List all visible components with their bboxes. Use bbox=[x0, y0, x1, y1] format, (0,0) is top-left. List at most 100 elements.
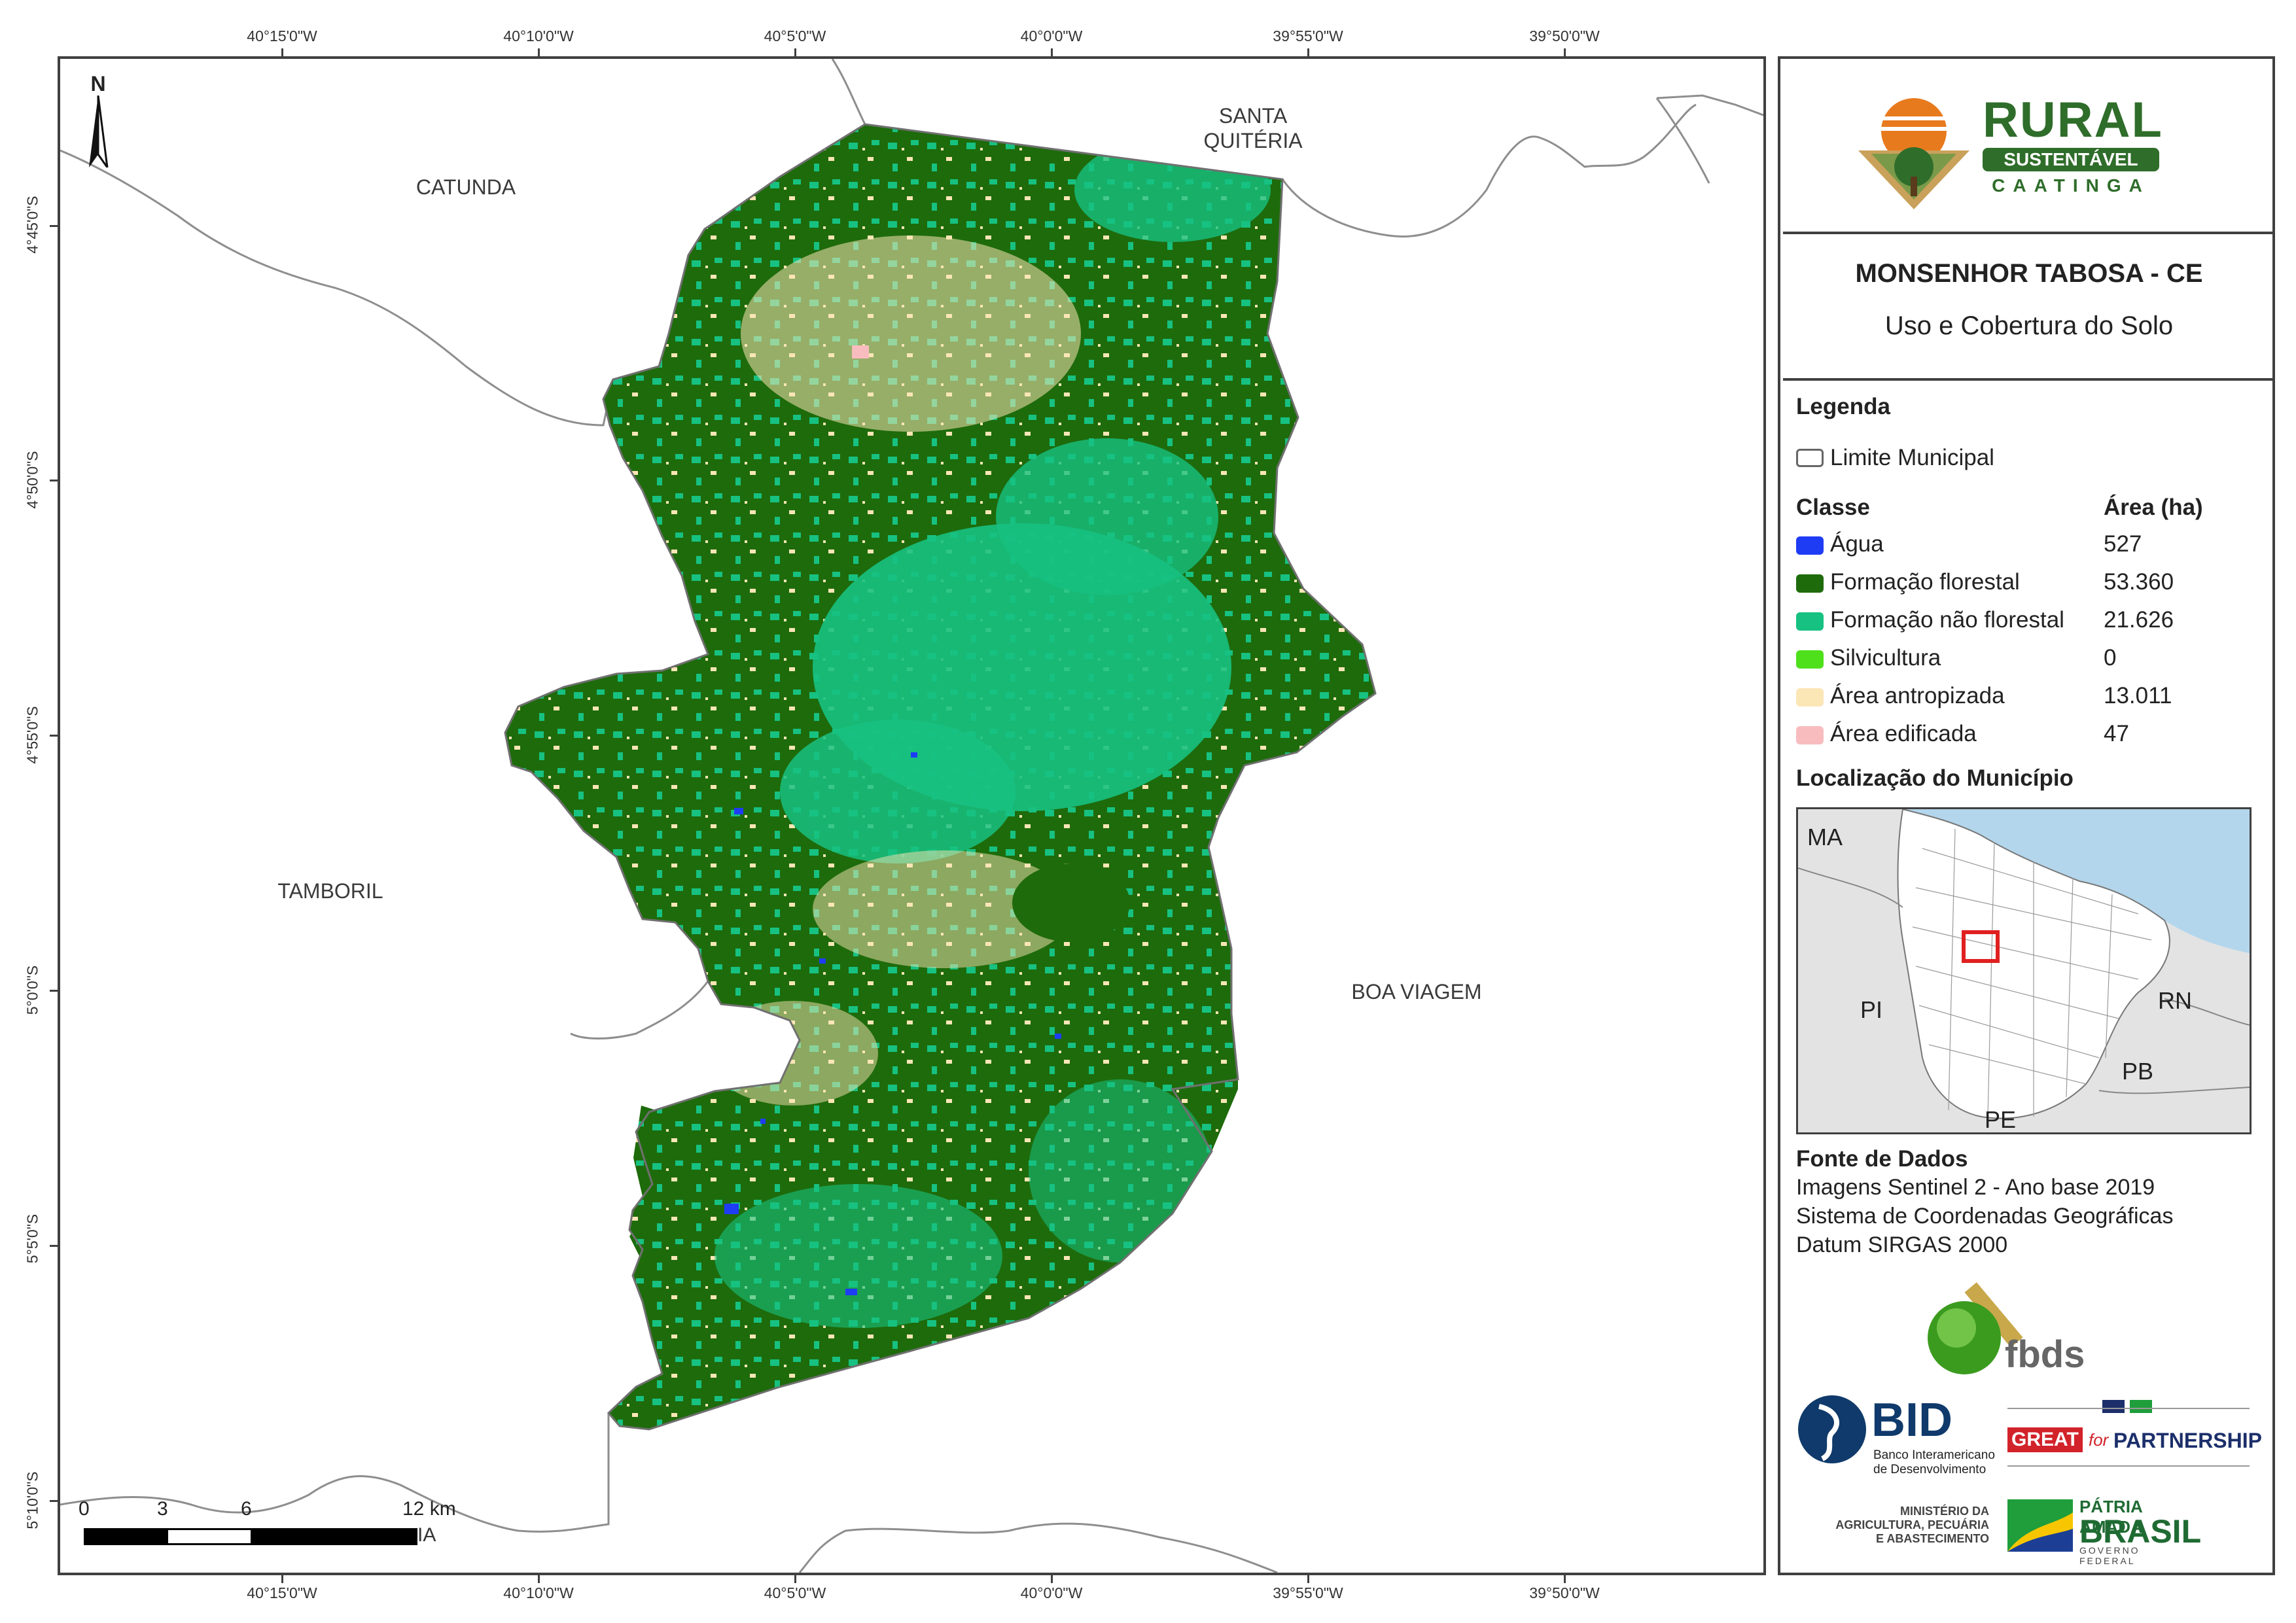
class-label: Formação não florestal bbox=[1830, 607, 2064, 633]
great-text: GREAT bbox=[2007, 1427, 2083, 1452]
lon-label-top: 40°15'0"W bbox=[247, 27, 317, 44]
place-santa-quiteria: SANTA QUITÉRIA bbox=[1188, 103, 1318, 153]
bid-sub-1: Banco Interamericano bbox=[1873, 1448, 1995, 1462]
logo-sustentavel: SUSTENTÁVEL bbox=[1983, 148, 2159, 171]
area-heading: Área (ha) bbox=[2104, 495, 2203, 520]
lon-label-top: 40°10'0"W bbox=[503, 27, 574, 44]
scale-bar: 0 3 6 12 km IA bbox=[79, 1498, 471, 1550]
lat-label: 4°55'0"S bbox=[24, 706, 41, 764]
lon-label-bottom: 40°5'0"W bbox=[764, 1584, 826, 1601]
lat-label: 4°45'0"S bbox=[24, 196, 41, 254]
class-label: Formação florestal bbox=[1830, 569, 2020, 595]
ministerio-text: MINISTÉRIO DA AGRICULTURA, PECUÁRIA E AB… bbox=[1819, 1505, 1989, 1546]
land-cover-raster bbox=[505, 124, 1375, 1429]
lon-label-bottom: 39°50'0"W bbox=[1529, 1584, 1600, 1601]
great-for: for bbox=[2089, 1430, 2109, 1450]
place-santa-quiteria-line2: QUITÉRIA bbox=[1203, 129, 1303, 152]
logo-caatinga: CAATINGA bbox=[1992, 175, 2150, 196]
scale-seg bbox=[86, 1530, 168, 1543]
side-panel bbox=[1778, 56, 2275, 1575]
class-area: 53.360 bbox=[2104, 569, 2174, 595]
fbds-logo: fbds bbox=[1924, 1272, 2094, 1377]
lon-label-bottom: 39°55'0"W bbox=[1273, 1584, 1343, 1601]
source-line: Sistema de Coordenadas Geográficas bbox=[1796, 1204, 2174, 1229]
rural-sustentavel-logo: RURAL SUSTENTÁVEL CAATINGA bbox=[1858, 92, 2199, 209]
class-heading: Classe bbox=[1796, 495, 1870, 520]
great-partnership-text: PARTNERSHIP bbox=[2113, 1429, 2262, 1452]
municipal-boundary bbox=[504, 123, 1377, 1431]
scale-label-12: 12 km bbox=[402, 1498, 456, 1520]
brasil-flag-icon bbox=[2007, 1499, 2073, 1552]
map-title: MONSENHOR TABOSA - CE bbox=[1855, 259, 2203, 288]
bid-logo: BID Banco Interamericano de Desenvolvime… bbox=[1796, 1393, 2005, 1478]
place-catunda: CATUNDA bbox=[415, 175, 516, 199]
inset-svg bbox=[1798, 809, 2250, 1119]
north-arrow-icon bbox=[89, 96, 109, 167]
lat-label: 5°10'0"S bbox=[24, 1471, 41, 1529]
logo-emblem-icon bbox=[1858, 98, 1969, 209]
map-frame bbox=[58, 56, 1766, 1575]
inset-label-pe: PE bbox=[1985, 1106, 2017, 1133]
lat-label: 5°5'0"S bbox=[24, 1213, 41, 1264]
bid-sub-2: de Desenvolvimento bbox=[1873, 1463, 1987, 1476]
boundary-swatch bbox=[1796, 449, 1824, 467]
scale-label-3: 3 bbox=[157, 1498, 168, 1520]
lon-label-top: 40°0'0"W bbox=[1020, 27, 1083, 44]
source-line: Imagens Sentinel 2 - Ano base 2019 bbox=[1796, 1175, 2155, 1200]
class-label: Área edificada bbox=[1830, 721, 1977, 746]
legend-heading: Legenda bbox=[1796, 394, 1890, 419]
lon-label-top: 39°55'0"W bbox=[1273, 27, 1343, 44]
class-area: 47 bbox=[2104, 721, 2129, 746]
governo-text: GOVERNO FEDERAL bbox=[2079, 1545, 2140, 1566]
map-subtitle: Uso e Cobertura do Solo bbox=[1884, 311, 2174, 340]
lon-label-top: 40°5'0"W bbox=[764, 27, 826, 44]
lon-label-bottom: 40°10'0"W bbox=[503, 1584, 574, 1601]
class-area: 21.626 bbox=[2104, 607, 2174, 633]
lat-label: 5°0'0"S bbox=[24, 965, 41, 1015]
place-santa-quiteria-line1: SANTA bbox=[1218, 104, 1288, 128]
logo-rural: RURAL bbox=[1983, 92, 2163, 148]
lon-label-top: 39°50'0"W bbox=[1529, 27, 1600, 44]
lon-label-bottom: 40°15'0"W bbox=[247, 1584, 317, 1601]
fbds-emblem-icon bbox=[1928, 1282, 2023, 1374]
flags-icon bbox=[2102, 1400, 2155, 1413]
inset-label-rn: RN bbox=[2158, 987, 2192, 1014]
place-tamboril: TAMBORIL bbox=[277, 879, 383, 903]
patria-text: PÁTRIA AMADA bbox=[2079, 1497, 2143, 1537]
location-inset-map: MA PI RN PB PE bbox=[1796, 807, 2252, 1134]
scale-label-6: 6 bbox=[241, 1498, 252, 1520]
inset-label-ma: MA bbox=[1807, 824, 1843, 850]
north-arrow: N bbox=[72, 72, 124, 167]
swatch-silvicultura bbox=[1796, 650, 1824, 669]
fbds-text: fbds bbox=[2005, 1333, 2085, 1376]
class-area: 13.011 bbox=[2104, 683, 2172, 708]
great-partnership-logo: GREAT for PARTNERSHIP bbox=[2007, 1400, 2262, 1472]
brasil-text: BRASIL bbox=[2079, 1513, 2202, 1550]
scale-label-0: 0 bbox=[79, 1498, 90, 1520]
neighbour-boundaries bbox=[60, 59, 1763, 1573]
north-letter: N bbox=[90, 72, 106, 96]
class-area: 527 bbox=[2104, 531, 2142, 557]
swatch-area-antropizada bbox=[1796, 688, 1824, 707]
class-area: 0 bbox=[2104, 645, 2117, 671]
location-heading: Localização do Município bbox=[1796, 765, 2074, 791]
class-label: Água bbox=[1830, 531, 1884, 557]
map-canvas bbox=[60, 59, 1763, 1573]
lon-label-bottom: 40°0'0"W bbox=[1020, 1584, 1083, 1601]
inset-label-pb: PB bbox=[2122, 1058, 2154, 1085]
scale-bar-segments bbox=[84, 1528, 417, 1545]
class-label: Silvicultura bbox=[1830, 645, 1941, 671]
class-label: Área antropizada bbox=[1830, 683, 2005, 708]
ministerio-line: E ABASTECIMENTO bbox=[1875, 1532, 1989, 1545]
place-boa-viagem: BOA VIAGEM bbox=[1351, 980, 1482, 1003]
source-line: Datum SIRGAS 2000 bbox=[1796, 1232, 2008, 1257]
scale-seg bbox=[251, 1530, 415, 1543]
patria-amada-brasil-logo: PÁTRIA AMADA BRASIL GOVERNO FEDERAL bbox=[2007, 1497, 2201, 1566]
sources-heading: Fonte de Dados bbox=[1796, 1146, 1968, 1172]
lat-label: 4°50'0"S bbox=[24, 451, 41, 509]
inset-label-pi: PI bbox=[1860, 996, 1883, 1023]
ministerio-line: MINISTÉRIO DA bbox=[1899, 1505, 1989, 1518]
scale-stray-text: IA bbox=[417, 1524, 436, 1546]
boundary-label: Limite Municipal bbox=[1830, 445, 1994, 470]
swatch-agua bbox=[1796, 536, 1824, 555]
